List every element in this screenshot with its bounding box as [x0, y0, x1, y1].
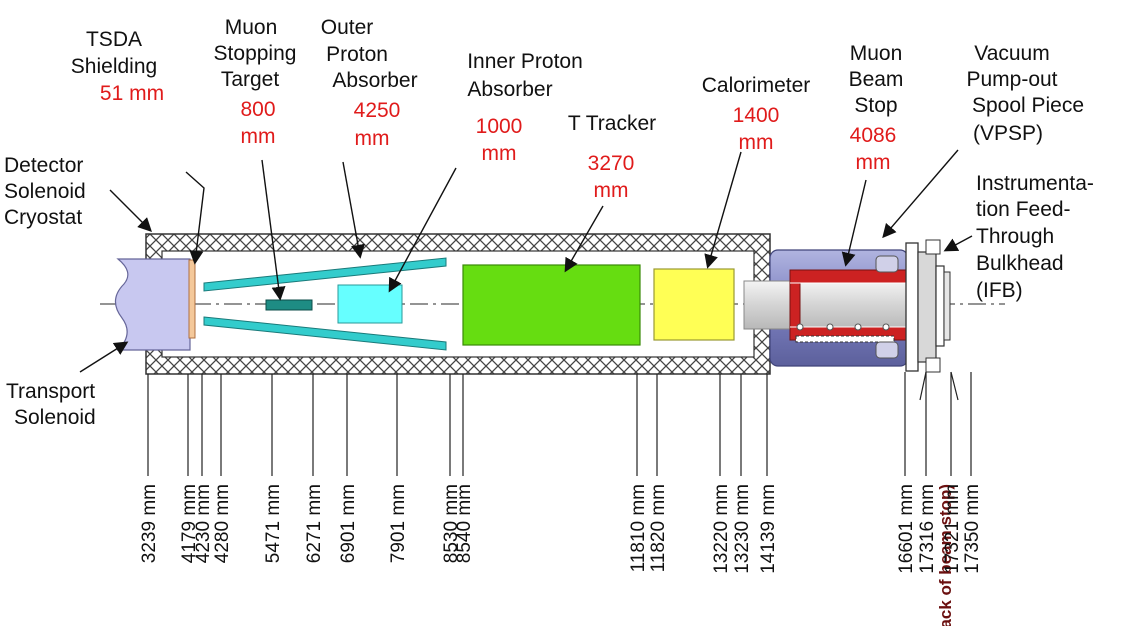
- cryostat-label-3: Cryostat: [4, 206, 82, 229]
- muon-stopping-target: [265, 299, 313, 311]
- inner-proton-absorber: [337, 284, 403, 324]
- position-label: 11820 mm: [648, 484, 669, 572]
- flange-leaders: [904, 371, 959, 401]
- opa-label-3: Absorber: [332, 69, 417, 92]
- position-label: 16601 mm: [896, 484, 917, 574]
- ifb-label-5: (IFB): [976, 279, 1023, 302]
- position-label: 11810 mm: [628, 484, 649, 572]
- ifb-label-2: tion Feed-: [976, 198, 1071, 221]
- calorimeter-label: Calorimeter: [702, 74, 811, 97]
- target-label-3: Target: [221, 68, 280, 91]
- position-label: 4179 mm: [179, 484, 200, 563]
- opa-label-2: Proton: [326, 43, 388, 66]
- position-label: 6901 mm: [338, 484, 359, 563]
- cryostat-label-2: Solenoid: [4, 180, 86, 203]
- ipa-label-2: Absorber: [467, 78, 552, 101]
- beam-stop-label-3: Stop: [854, 94, 897, 117]
- transport-solenoid: [114, 258, 191, 351]
- calorimeter-length-1: 1400: [733, 104, 780, 127]
- position-label: 5471 mm: [263, 484, 284, 563]
- position-label: 17316 mm: [917, 484, 938, 574]
- tsda-length: 51 mm: [100, 82, 164, 105]
- vpsp-label-4: (VPSP): [973, 122, 1043, 145]
- ipa-length-1: 1000: [476, 115, 523, 138]
- beam-stop-length-2: mm: [856, 151, 891, 174]
- beam-stop-length-1: 4086: [850, 124, 897, 147]
- calorimeter-length-2: mm: [739, 131, 774, 154]
- position-label: 4280 mm: [212, 484, 233, 563]
- target-length-2: mm: [241, 125, 276, 148]
- position-label: 7901 mm: [388, 484, 409, 563]
- tracker-length-2: mm: [594, 179, 629, 202]
- position-label: 8540 mm: [454, 484, 475, 563]
- position-label: 8530 mm: [441, 484, 462, 563]
- ipa-label-1: Inner Proton: [467, 50, 583, 73]
- cryostat-label-1: Detector: [4, 154, 83, 177]
- vpsp-label-3: Spool Piece: [972, 94, 1084, 117]
- leader-arrows: [79, 149, 973, 373]
- vacuum-pump-out-spool-piece: [905, 239, 941, 373]
- ifb-label-3: Through: [976, 225, 1054, 248]
- transport-solenoid-label-2: Solenoid: [14, 406, 96, 429]
- position-label: 4230 mm: [193, 484, 214, 563]
- tsda-label-2: Shielding: [71, 55, 157, 78]
- position-label: 17321 mm: [942, 484, 963, 574]
- ipa-length-2: mm: [482, 142, 517, 165]
- t-tracker: [462, 264, 641, 346]
- position-label: 13220 mm: [711, 484, 732, 574]
- target-length-1: 800: [240, 98, 275, 121]
- opa-label-1: Outer: [321, 16, 374, 39]
- position-label: 13230 mm: [732, 484, 753, 574]
- target-label-1: Muon: [225, 16, 278, 39]
- opa-length-1: 4250: [354, 99, 401, 122]
- tsda-shielding: [188, 259, 196, 339]
- outer-proton-absorber-bottom: [203, 316, 447, 351]
- calorimeter: [653, 268, 735, 341]
- ifb-label-4: Bulkhead: [976, 252, 1064, 275]
- tsda-label-1: TSDA: [86, 28, 142, 51]
- beam-stop-label-1: Muon: [850, 42, 903, 65]
- position-label: 6271 mm: [304, 484, 325, 563]
- back-of-beam-stop-note: (back of beam stop): [936, 484, 955, 626]
- instrumentation-feed-through-bulkhead: [935, 265, 951, 347]
- target-label-2: Stopping: [214, 42, 297, 65]
- ifb-label-1: Instrumenta-: [976, 172, 1094, 195]
- transport-solenoid-label-1: Transport: [6, 380, 95, 403]
- tracker-label: T Tracker: [568, 112, 656, 135]
- position-label: 17350 mm: [962, 484, 983, 574]
- opa-length-2: mm: [355, 127, 390, 150]
- vpsp-label-1: Vacuum: [974, 42, 1049, 65]
- outer-proton-absorber-top: [203, 257, 447, 292]
- position-label: 3239 mm: [139, 484, 160, 563]
- vpsp-label-2: Pump-out: [966, 68, 1057, 91]
- beam-stop-label-2: Beam: [849, 68, 904, 91]
- position-label: 14139 mm: [758, 484, 779, 574]
- tracker-length-1: 3270: [588, 152, 635, 175]
